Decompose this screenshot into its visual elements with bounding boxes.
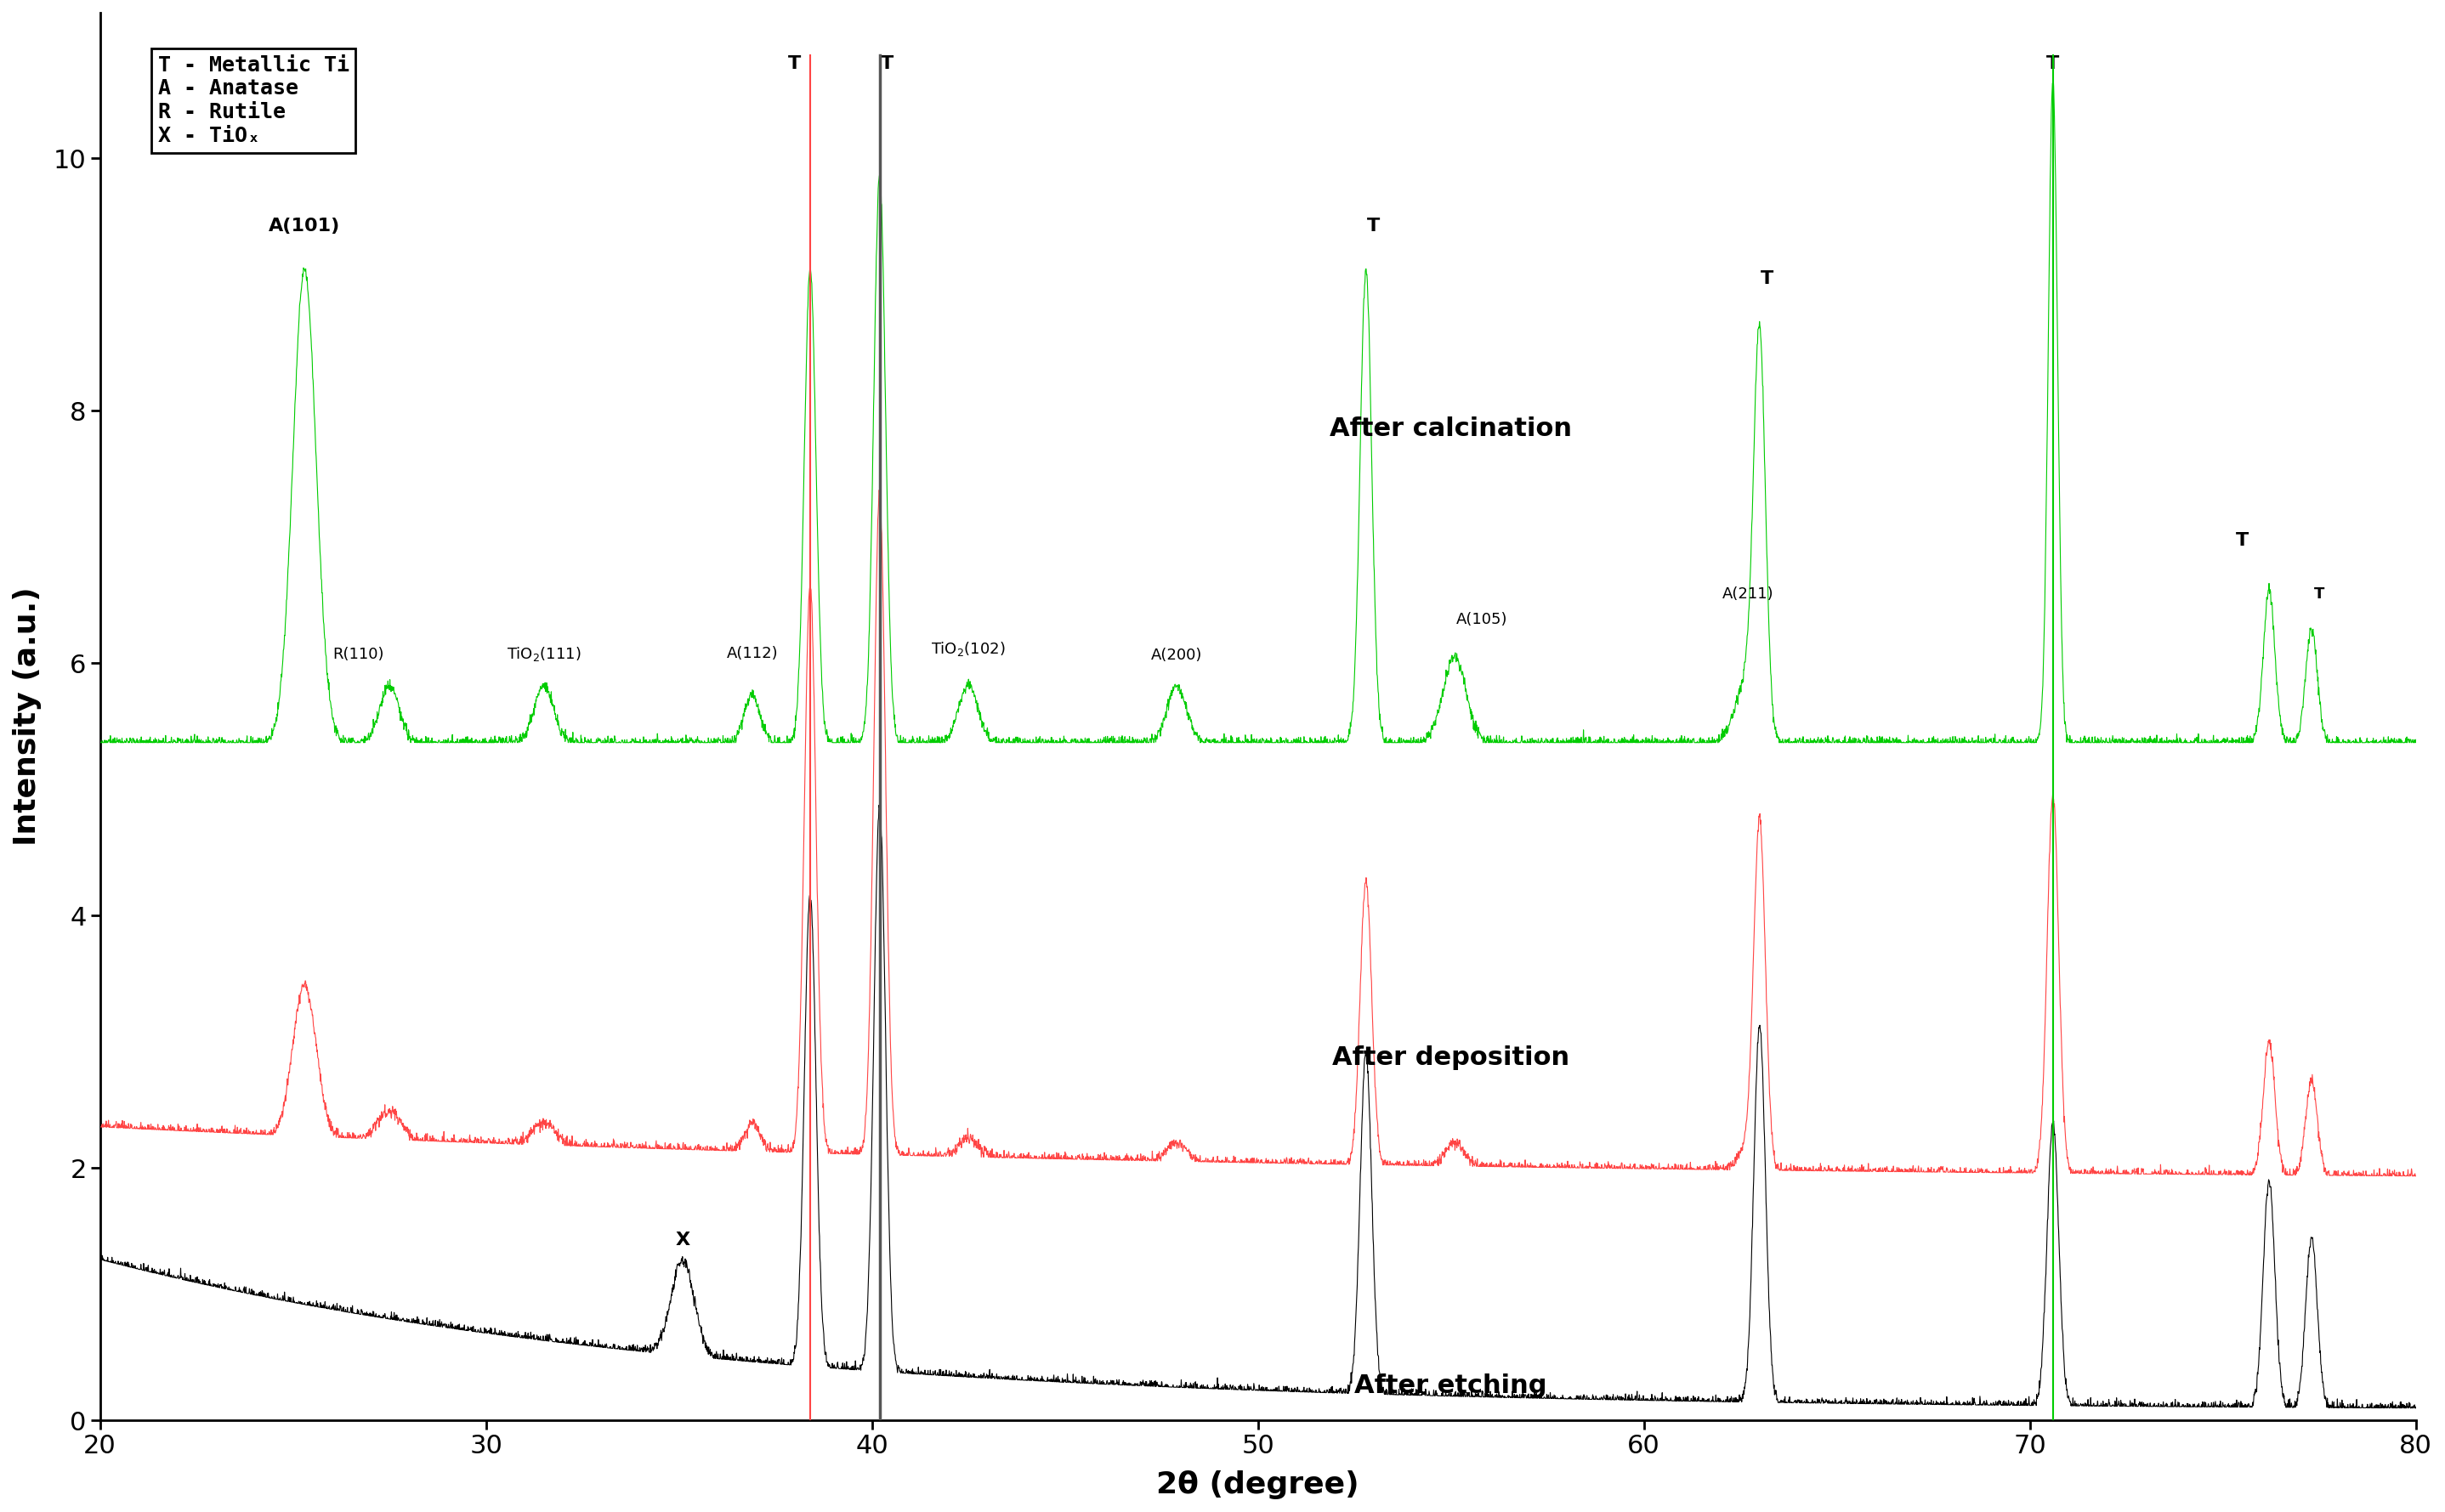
Text: A(105): A(105) [1455, 612, 1509, 627]
Text: T: T [2313, 587, 2325, 602]
Text: A(200): A(200) [1152, 649, 1203, 664]
Text: T: T [880, 56, 895, 73]
Text: T: T [2235, 532, 2249, 549]
Text: A(211): A(211) [1721, 587, 1773, 602]
Text: T - Metallic Ti
A - Anatase
R - Rutile
X - TiOₓ: T - Metallic Ti A - Anatase R - Rutile X… [159, 54, 350, 147]
X-axis label: 2θ (degree): 2θ (degree) [1156, 1470, 1359, 1500]
Text: A(101): A(101) [269, 218, 340, 234]
Y-axis label: Intensity (a.u.): Intensity (a.u.) [12, 587, 42, 847]
Text: After deposition: After deposition [1333, 1045, 1570, 1070]
Text: After calcination: After calcination [1330, 416, 1572, 442]
Text: After etching: After etching [1355, 1374, 1548, 1399]
Text: TiO$_2$(102): TiO$_2$(102) [932, 641, 1005, 658]
Text: T: T [2046, 56, 2059, 73]
Text: R(110): R(110) [333, 647, 384, 662]
Text: TiO$_2$(111): TiO$_2$(111) [506, 644, 582, 662]
Text: A(112): A(112) [726, 646, 778, 662]
Text: T: T [1760, 271, 1773, 287]
Text: X: X [675, 1232, 689, 1249]
Text: T: T [1367, 218, 1379, 234]
Text: T: T [787, 56, 802, 73]
